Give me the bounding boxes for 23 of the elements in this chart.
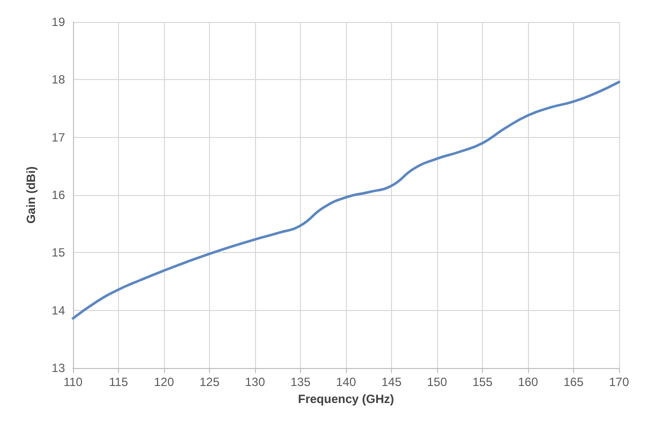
x-tick-label: 145 xyxy=(381,375,402,389)
x-tick-label: 170 xyxy=(608,375,630,389)
x-tick-label: 120 xyxy=(154,375,174,389)
x-tick-label: 110 xyxy=(63,375,83,389)
y-tick-label: 16 xyxy=(52,188,66,202)
x-tick-label: 115 xyxy=(108,375,128,389)
x-tick-label: 165 xyxy=(563,375,584,389)
x-tick-label: 160 xyxy=(518,375,538,389)
line-series xyxy=(72,80,620,320)
x-axis-title: Frequency (GHz) xyxy=(298,392,394,406)
x-tick-label: 135 xyxy=(290,375,311,389)
y-tick-label: 19 xyxy=(52,15,66,29)
y-tick-label: 18 xyxy=(52,72,66,87)
x-tick-label: 130 xyxy=(244,375,266,389)
x-tick-label: 155 xyxy=(472,375,493,389)
x-tick-label: 125 xyxy=(199,375,220,389)
x-tick-label: 140 xyxy=(336,375,356,389)
y-tick-label: 15 xyxy=(52,246,66,260)
x-tick-label: 150 xyxy=(426,375,448,389)
y-tick-label: 13 xyxy=(52,361,66,375)
y-axis-title: Gain (dBi) xyxy=(24,166,38,224)
y-tick-label: 17 xyxy=(52,130,66,144)
y-tick-label: 14 xyxy=(52,303,66,318)
